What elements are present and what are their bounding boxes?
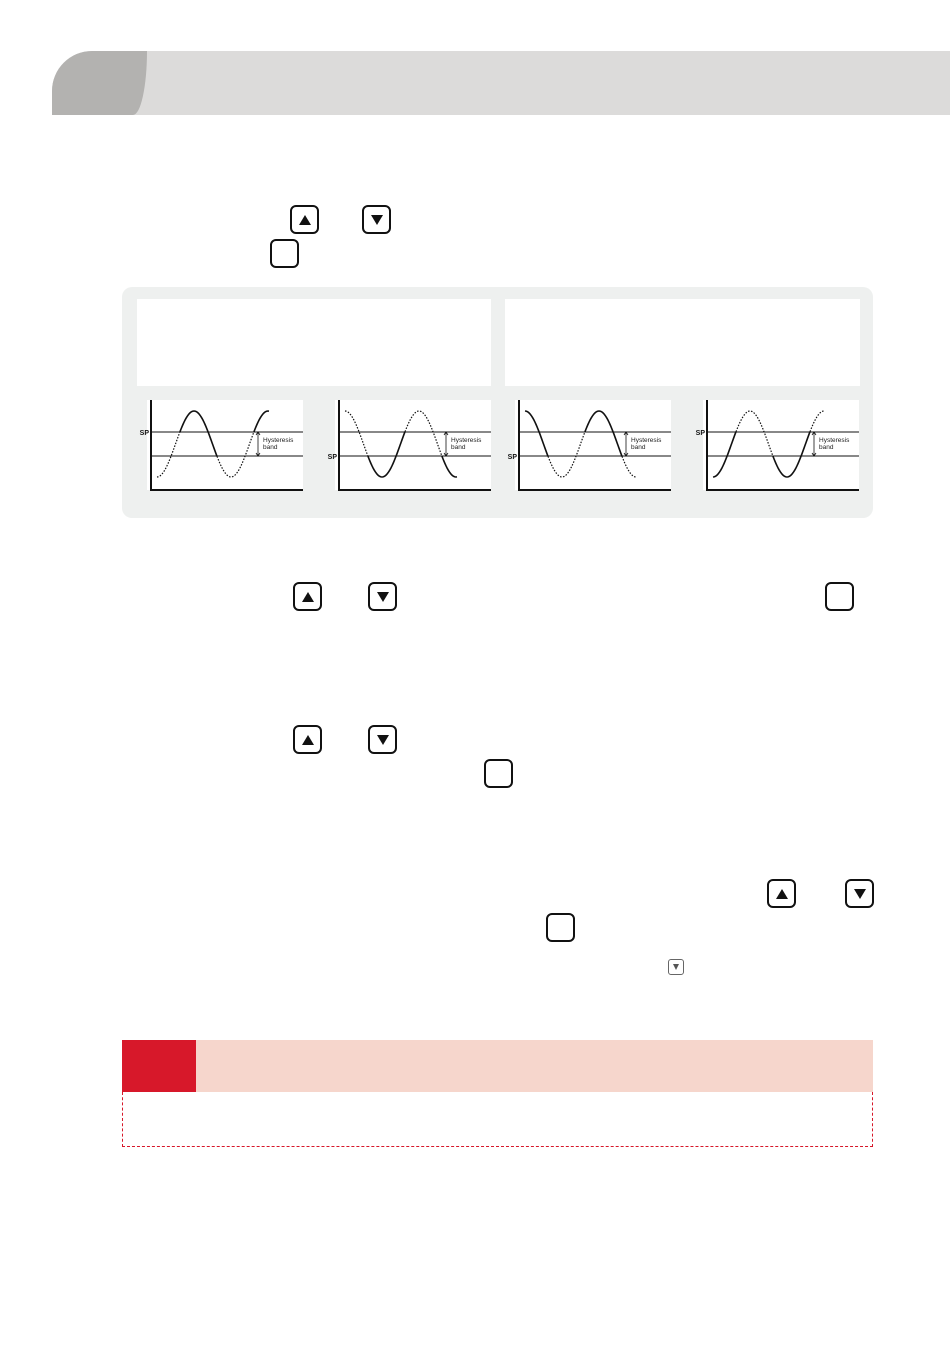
diagram-caption-right	[505, 299, 860, 386]
band-label: band	[819, 444, 834, 451]
plot-background	[335, 400, 491, 490]
diagram-caption-left	[137, 299, 491, 386]
output-off-curve	[547, 431, 586, 478]
output-on-curve	[367, 431, 406, 478]
plot-axes	[338, 400, 491, 491]
up-arrow-key-icon	[767, 879, 796, 908]
plot-background	[515, 400, 671, 490]
down-arrow-key-icon	[362, 205, 391, 234]
output-off-curve	[404, 410, 443, 457]
output-on-curve	[179, 410, 218, 457]
output-off-curve	[621, 456, 638, 478]
plot-axes	[150, 400, 303, 491]
plot-axes	[518, 400, 671, 491]
output-off-curve	[216, 431, 255, 478]
output-off-curve	[344, 410, 369, 457]
hysteresis-label: Hysteresis	[451, 437, 482, 444]
plot-axes	[706, 400, 859, 491]
down-arrow-key-small-icon	[668, 959, 684, 975]
up-arrow-key-icon	[290, 205, 319, 234]
output-on-curve	[524, 410, 549, 457]
sp-label: SP	[328, 454, 338, 461]
sp-label: SP	[508, 454, 518, 461]
hysteresis-label: Hysteresis	[819, 437, 850, 444]
warning-icon-block	[122, 1040, 196, 1092]
down-arrow-key-icon	[368, 725, 397, 754]
up-arrow-key-icon	[293, 582, 322, 611]
warning-title-bar	[196, 1040, 873, 1092]
band-label: band	[451, 444, 466, 451]
down-arrow-key-icon	[845, 879, 874, 908]
output-off-curve	[156, 431, 181, 478]
plot-background	[147, 400, 303, 490]
output-off-curve	[809, 410, 826, 432]
arrow-heads	[255, 431, 261, 457]
warning-body-box	[122, 1092, 873, 1147]
down-arrow-key-icon	[368, 582, 397, 611]
section-number-tab	[52, 51, 147, 115]
sp-label: SP	[140, 430, 150, 437]
output-off-curve	[735, 410, 774, 457]
sp-label: SP	[696, 430, 706, 437]
arrow-heads	[443, 431, 449, 457]
set-key-icon	[546, 913, 575, 942]
up-arrow-key-icon	[293, 725, 322, 754]
band-label: band	[263, 444, 278, 451]
hysteresis-label: Hysteresis	[631, 437, 662, 444]
arrow-heads	[811, 431, 817, 457]
set-key-icon	[484, 759, 513, 788]
output-on-curve	[441, 456, 458, 478]
output-on-curve	[712, 431, 737, 478]
set-key-icon	[825, 582, 854, 611]
plot-background	[703, 400, 859, 490]
arrow-heads	[623, 431, 629, 457]
section-header-bar	[52, 51, 950, 115]
band-label: band	[631, 444, 646, 451]
output-on-curve	[253, 410, 270, 432]
output-on-curve	[772, 431, 811, 478]
set-key-icon	[270, 239, 299, 268]
output-on-curve	[584, 410, 623, 457]
hysteresis-label: Hysteresis	[263, 437, 294, 444]
